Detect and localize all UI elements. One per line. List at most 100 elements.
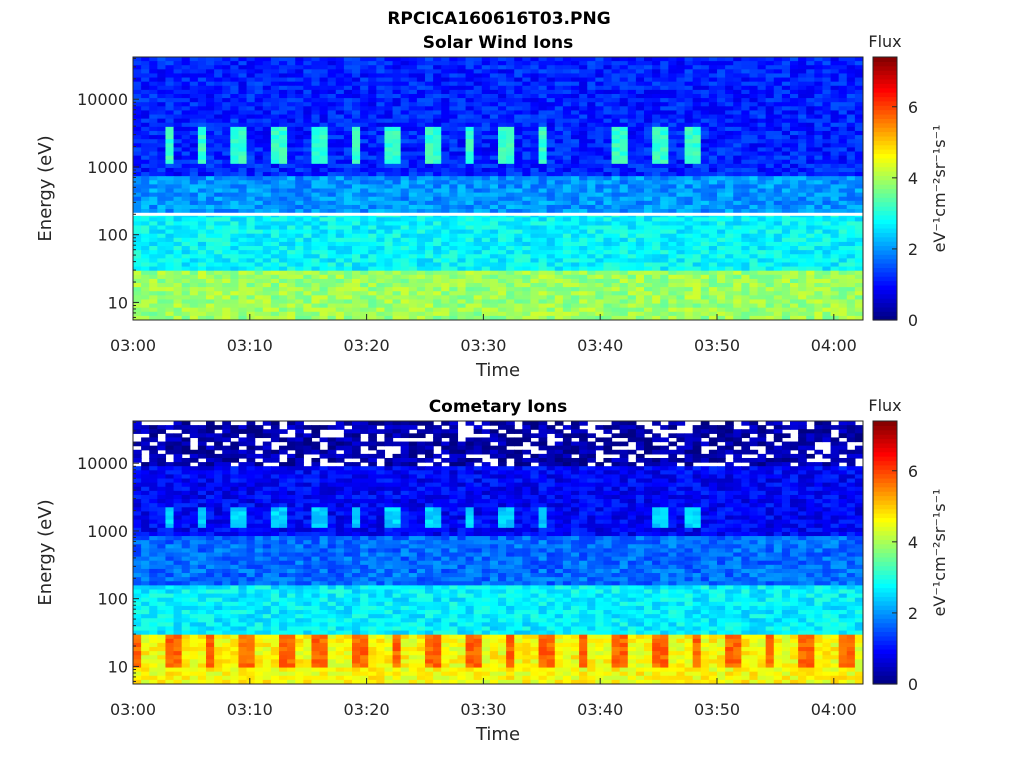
spectrogram-cell [441, 102, 450, 107]
spectrogram-cell [627, 85, 637, 91]
spectrogram-cell [749, 73, 759, 79]
spectrogram-cell [798, 159, 807, 165]
spectrogram-cell [806, 192, 815, 198]
spectrogram-cell [806, 209, 815, 214]
spectrogram-cell [635, 77, 645, 83]
spectrogram-cell [489, 114, 499, 120]
spectrogram-cell [822, 270, 832, 276]
spectrogram-cell [838, 77, 848, 83]
spectrogram-cell [319, 262, 329, 268]
spectrogram-cell [408, 184, 418, 190]
spectrogram-cell [133, 102, 142, 107]
spectrogram-cell [692, 143, 702, 149]
spectrogram-cell [773, 93, 783, 99]
spectrogram-cell [489, 151, 499, 157]
spectrogram-cell [700, 81, 710, 87]
spectrogram-cell [668, 93, 678, 99]
spectrogram-cell [652, 81, 661, 87]
spectrogram-cell [498, 229, 507, 235]
spectrogram-cell [587, 163, 596, 169]
spectrogram-cell [725, 147, 734, 153]
spectrogram-cell [733, 89, 742, 95]
spectrogram-cell [652, 167, 661, 173]
spectrogram-cell [230, 180, 240, 185]
spectrogram-cell [846, 254, 856, 259]
spectrogram-cell [733, 225, 742, 231]
spectrogram-cell [352, 258, 361, 264]
spectrogram-cell [303, 250, 313, 255]
spectrogram-cell [660, 93, 669, 99]
spectrogram-cell [408, 278, 418, 284]
spectrogram-cell [538, 163, 548, 169]
spectrogram-cell [611, 204, 621, 210]
spectrogram-cell [173, 278, 183, 284]
spectrogram-cell [522, 151, 532, 157]
spectrogram-cell [416, 77, 426, 83]
spectrogram-cell [595, 258, 605, 264]
spectrogram-cell [554, 143, 564, 149]
spectrogram-cell [441, 246, 450, 251]
spectrogram-cell [538, 135, 548, 140]
spectrogram-cell [644, 250, 653, 255]
spectrogram-cell [668, 163, 678, 169]
spectrogram-cell [814, 176, 824, 181]
spectrogram-cell [165, 250, 175, 255]
spectrogram-cell [781, 204, 791, 210]
spectrogram-cell [684, 209, 694, 214]
spectrogram-cell [303, 254, 313, 259]
spectrogram-cell [830, 163, 840, 169]
spectrogram-cell [635, 270, 645, 276]
spectrogram-cell [814, 135, 824, 140]
spectrogram-cell [173, 188, 183, 194]
spectrogram-cell [270, 77, 280, 83]
spectrogram-cell [360, 77, 369, 83]
spectrogram-cell [279, 278, 288, 284]
spectrogram-cell [546, 262, 556, 268]
spectrogram-cell [254, 262, 264, 268]
spectrogram-cell [554, 61, 564, 66]
spectrogram-cell [854, 85, 863, 91]
spectrogram-cell [814, 241, 824, 247]
spectrogram-cell [676, 61, 686, 66]
spectrogram-cell [360, 192, 369, 198]
spectrogram-cell [222, 274, 231, 280]
spectrogram-cell [530, 139, 540, 144]
spectrogram-cell [246, 258, 256, 264]
spectrogram-cell [530, 65, 540, 70]
spectrogram-cell [846, 81, 856, 87]
spectrogram-cell [676, 180, 686, 185]
spectrogram-cell [757, 143, 767, 149]
spectrogram-cell [327, 225, 337, 231]
spectrogram-cell [441, 126, 450, 132]
spectrogram-cell [441, 176, 450, 181]
spectrogram-cell [579, 85, 588, 91]
spectrogram-cell [660, 188, 669, 194]
spectrogram-cell [733, 233, 742, 239]
spectrogram-cell [416, 139, 426, 144]
spectrogram-cell [214, 176, 223, 181]
spectrogram-cell [530, 258, 540, 264]
spectrogram-cell [279, 258, 288, 264]
spectrogram-cell [676, 204, 686, 210]
spectrogram-cell [652, 233, 661, 239]
spectrogram-cell [798, 184, 807, 190]
spectrogram-cell [279, 246, 288, 251]
spectrogram-cell [506, 147, 515, 153]
spectrogram-cell [433, 69, 442, 75]
spectrogram-cell [279, 250, 288, 255]
spectrogram-cell [481, 262, 491, 268]
spectrogram-cell [684, 204, 694, 210]
spectrogram-cell [327, 93, 337, 99]
spectrogram-cell [449, 167, 459, 173]
spectrogram-cell [700, 180, 710, 185]
spectrogram-cell [238, 110, 248, 116]
spectrogram-cell [141, 237, 150, 243]
spectrogram-cell [416, 167, 426, 173]
spectrogram-cell [441, 254, 450, 259]
spectrogram-cell [798, 221, 807, 227]
spectrogram-cell [627, 229, 637, 235]
spectrogram-cell [798, 270, 807, 276]
spectrogram-cell [506, 217, 515, 222]
spectrogram-cell [230, 192, 240, 198]
spectrogram-cell [181, 85, 191, 91]
